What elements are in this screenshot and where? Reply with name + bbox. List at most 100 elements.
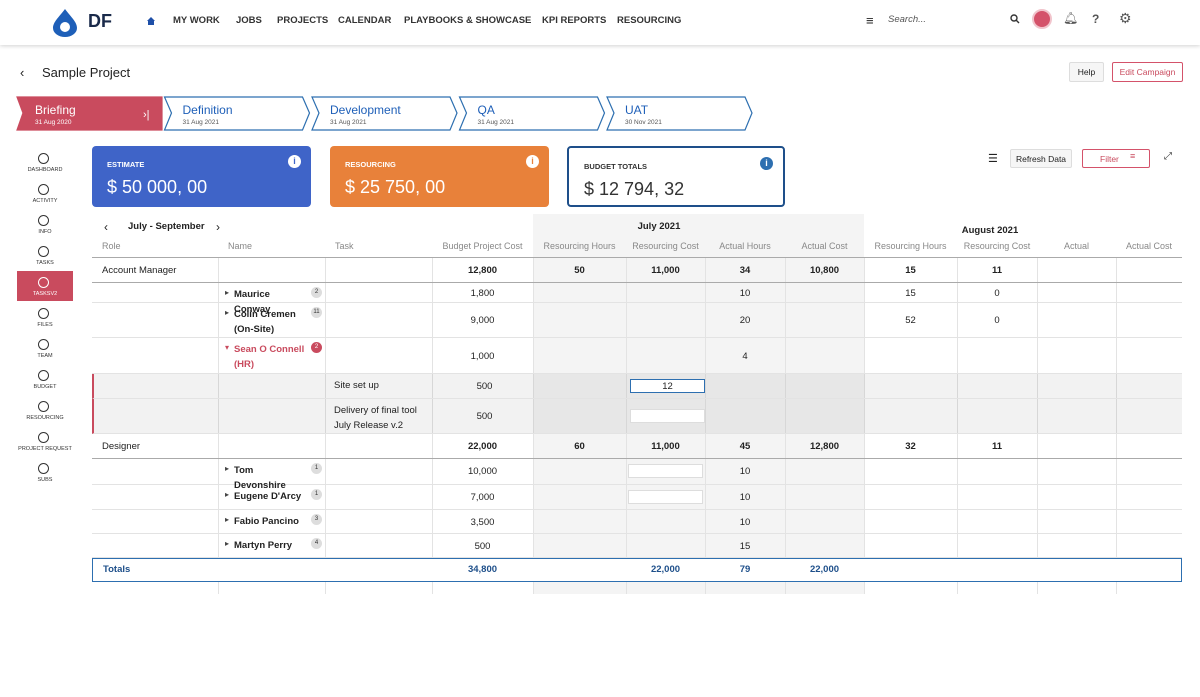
avatar[interactable]: [1032, 9, 1052, 29]
help-button[interactable]: Help: [1069, 62, 1104, 82]
sidebar-item[interactable]: TASKSV2: [17, 271, 73, 301]
value-cell: 11: [991, 264, 1003, 276]
info-icon[interactable]: i: [526, 155, 539, 168]
summary-card: BUDGET TOTALS $ 12 794, 32 i: [567, 146, 785, 207]
sidebar-label: PROJECT REQUEST: [18, 446, 72, 452]
filter-button[interactable]: Filter: [1082, 149, 1150, 168]
period-next[interactable]: ›: [216, 220, 220, 234]
task-count-badge: 1: [311, 489, 322, 500]
sidebar-item[interactable]: SUBS: [17, 457, 73, 487]
sidebar-label: RESOURCING: [26, 415, 64, 421]
settings-icon[interactable]: ⚙︎: [1119, 10, 1132, 26]
person-name[interactable]: Colin Cremen (On-Site): [234, 309, 296, 335]
column-header: Resourcing Hours: [874, 241, 947, 251]
info-icon[interactable]: i: [288, 155, 301, 168]
nav-link[interactable]: CALENDAR: [338, 15, 392, 26]
sidebar-item[interactable]: TEAM: [17, 333, 73, 363]
help-icon[interactable]: ?: [1092, 12, 1100, 26]
logo-icon: [53, 9, 77, 37]
edit-campaign-button[interactable]: Edit Campaign: [1112, 62, 1183, 82]
totals-cell: 79: [739, 564, 751, 575]
expand-toggle[interactable]: ▸: [225, 464, 230, 473]
nav-link[interactable]: RESOURCING: [617, 15, 682, 26]
column-header: Actual Cost: [801, 241, 848, 251]
hours-input[interactable]: [630, 379, 705, 393]
refresh-button[interactable]: Refresh Data: [1010, 149, 1072, 168]
stage-chevron[interactable]: [163, 96, 311, 131]
expand-icon[interactable]: ⤢: [1164, 151, 1172, 162]
expand-toggle[interactable]: ▾: [225, 343, 230, 352]
sidebar-item[interactable]: PROJECT REQUEST: [17, 426, 73, 456]
bell-icon[interactable]: 🔔︎: [1063, 11, 1079, 25]
sidebar-icon: [38, 246, 49, 257]
task-count-badge: 4: [311, 538, 322, 549]
value-cell: 500: [476, 381, 493, 392]
sidebar-item[interactable]: RESOURCING: [17, 395, 73, 425]
table-row: ▸ Fabio Pancino 3 3,500 10: [92, 510, 1182, 534]
stage-chevron[interactable]: [16, 96, 163, 131]
back-button[interactable]: ‹: [20, 65, 25, 80]
stage-chevron[interactable]: [311, 96, 458, 131]
task-count-badge: 3: [311, 514, 322, 525]
person-name[interactable]: Eugene D'Arcy: [234, 491, 302, 502]
totals-cell: 22,000: [650, 564, 681, 575]
hours-input[interactable]: [628, 490, 703, 504]
sidebar-item[interactable]: ACTIVITY: [17, 178, 73, 208]
sidebar-icon: [38, 463, 49, 474]
card-label: RESOURCING: [345, 160, 396, 169]
value-cell: 15: [905, 264, 916, 276]
value-cell: 500: [474, 540, 491, 552]
sidebar-label: DASHBOARD: [27, 167, 63, 173]
nav-link[interactable]: KPI REPORTS: [542, 15, 607, 26]
sidebar-item[interactable]: TASKS: [17, 240, 73, 270]
period-prev[interactable]: ‹: [104, 220, 108, 234]
search-input[interactable]: Search...: [888, 14, 927, 25]
sidebar-item[interactable]: FILES: [17, 302, 73, 332]
sidebar-label: FILES: [37, 322, 53, 328]
home-icon[interactable]: [146, 16, 156, 26]
filter-icon[interactable]: ≡: [1130, 151, 1136, 161]
sidebar-icon: [38, 184, 49, 195]
column-divider: [626, 258, 627, 594]
list-view-icon[interactable]: ☰: [988, 153, 998, 165]
person-name[interactable]: Maurice Conway: [234, 289, 271, 315]
person-name[interactable]: Sean O Connell (HR): [234, 344, 305, 370]
stage-chevron[interactable]: [606, 96, 753, 131]
nav-link[interactable]: PLAYBOOKS & SHOWCASE: [404, 15, 532, 26]
table-row: ▸ Colin Cremen (On-Site) 11 9,000 20 52 0: [92, 303, 1182, 338]
hours-input[interactable]: [628, 464, 703, 478]
value-cell: 10: [739, 516, 751, 528]
sidebar-item[interactable]: INFO: [17, 209, 73, 239]
task-name: Delivery of final tool July Release v.2: [334, 405, 417, 431]
expand-toggle[interactable]: ▸: [225, 308, 230, 317]
expand-toggle[interactable]: ▸: [225, 539, 230, 548]
stage-chevron[interactable]: [458, 96, 606, 131]
nav-link[interactable]: PROJECTS: [277, 15, 329, 26]
stage-bar: Briefing 31 Aug 2020 ›| Definition 31 Aug 20…: [16, 96, 753, 131]
sidebar-label: TASKS: [36, 260, 54, 266]
column-header: Budget Project Cost: [442, 241, 523, 251]
value-cell: 0: [994, 315, 1000, 326]
person-name[interactable]: Martyn Perry: [234, 540, 293, 551]
person-name[interactable]: Tom Devonshire: [234, 465, 286, 491]
sidebar-item[interactable]: DASHBOARD: [17, 147, 73, 177]
info-icon[interactable]: i: [760, 157, 773, 170]
menu-icon[interactable]: ≡: [866, 13, 874, 28]
page-title: Sample Project: [42, 65, 131, 80]
logo-text: DF: [88, 11, 112, 31]
table-row: ▸ Maurice Conway 2 1,800 10 15 0: [92, 283, 1182, 315]
value-cell: 15: [739, 540, 751, 552]
expand-toggle[interactable]: ▸: [225, 515, 230, 524]
person-name[interactable]: Fabio Pancino: [234, 516, 299, 527]
card-amount: $ 50 000, 00: [107, 177, 208, 197]
expand-toggle[interactable]: ▸: [225, 490, 230, 499]
value-cell: 500: [476, 411, 493, 422]
search-icon[interactable]: [1010, 14, 1020, 24]
expand-toggle[interactable]: ▸: [225, 288, 230, 297]
sidebar-item[interactable]: BUDGET: [17, 364, 73, 394]
nav-link[interactable]: MY WORK: [173, 15, 220, 26]
task-count-badge: 2: [311, 287, 322, 298]
hours-input[interactable]: [630, 409, 705, 423]
nav-link[interactable]: JOBS: [236, 15, 262, 26]
